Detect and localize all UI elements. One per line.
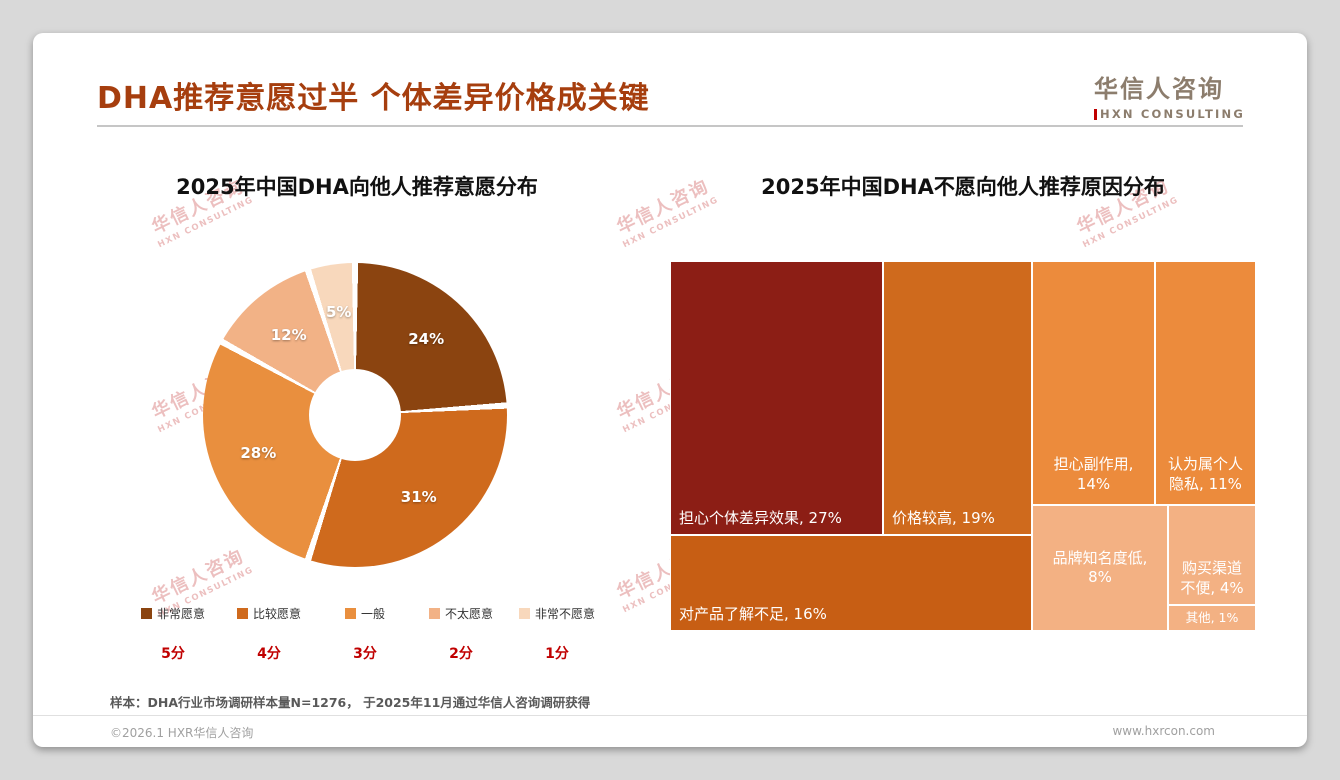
legend-swatch xyxy=(236,608,248,619)
legend-item: 非常愿意 xyxy=(125,605,221,622)
treemap-cell-individual-effect-concern: 担心个体差异效果, 27% xyxy=(670,261,883,535)
treemap-cell-low-brand-awareness: 品牌知名度低, 8% xyxy=(1032,505,1168,631)
treemap-cell-label: 其他, 1% xyxy=(1185,610,1239,626)
legend-label: 不太愿意 xyxy=(444,607,493,621)
score-label: 4分 xyxy=(257,646,281,662)
legend-swatch xyxy=(518,608,530,619)
score-row: 5分 4分 3分 2分 1分 xyxy=(125,643,605,663)
donut-chart: 24% 31% 28% 12% 5% xyxy=(203,263,507,567)
score-label: 2分 xyxy=(449,646,473,662)
footer-url: www.hxrcon.com xyxy=(1112,724,1215,738)
treemap-cell-high-price: 价格较高, 19% xyxy=(883,261,1032,535)
treemap-cell-low-product-knowledge: 对产品了解不足, 16% xyxy=(670,535,1032,631)
treemap-cell-label: 担心副作用, 14% xyxy=(1053,455,1134,493)
company-logo: 华信人咨询 HXN CONSULTING xyxy=(1094,69,1245,121)
score-label: 5分 xyxy=(161,646,185,662)
legend-label: 比较愿意 xyxy=(252,607,301,621)
slide-card: 华信人咨询 HXN CONSULTING 华信人咨询 HXN CONSULTING 华信… xyxy=(33,33,1307,747)
treemap-cell-side-effects: 担心副作用, 14% xyxy=(1032,261,1155,505)
legend-swatch xyxy=(344,608,356,619)
score-label: 3分 xyxy=(353,646,377,662)
logo-subtitle-text: HXN CONSULTING xyxy=(1100,107,1245,121)
treemap-cell-other: 其他, 1% xyxy=(1168,605,1256,631)
treemap-cell-channel-inconvenient: 购买渠道不便, 4% xyxy=(1168,505,1256,605)
footer-copyright: ©2026.1 HXR华信人咨询 xyxy=(110,726,254,740)
treemap-chart: 担心个体差异效果, 27% 价格较高, 19% 担心副作用, 14% 认为属个人… xyxy=(670,261,1256,631)
legend-label: 非常愿意 xyxy=(156,607,205,621)
donut-slice-label: 31% xyxy=(400,488,437,507)
legend-label: 非常不愿意 xyxy=(534,607,595,621)
footer-divider xyxy=(33,715,1307,716)
donut-slice-label: 12% xyxy=(270,325,307,344)
donut-slice-label: 24% xyxy=(408,330,445,349)
legend-item: 一般 xyxy=(317,605,413,622)
logo-subtitle: HXN CONSULTING xyxy=(1094,107,1245,121)
treemap-cell-privacy: 认为属个人隐私, 11% xyxy=(1155,261,1256,505)
treemap-cell-label: 认为属个人隐私, 11% xyxy=(1167,455,1243,493)
treemap-cell-label: 价格较高, 19% xyxy=(892,508,995,527)
legend-item: 非常不愿意 xyxy=(509,605,605,622)
legend-swatch xyxy=(428,608,440,619)
legend-swatch xyxy=(140,608,152,619)
treemap-cell-label: 品牌知名度低, 8% xyxy=(1052,548,1148,587)
donut-legend: 非常愿意 比较愿意 一般 不太愿意 非常不愿意 xyxy=(125,605,605,622)
logo-mark-icon xyxy=(1094,108,1097,120)
treemap-cell-label: 对产品了解不足, 16% xyxy=(679,604,827,623)
legend-item: 不太愿意 xyxy=(413,605,509,622)
header-divider xyxy=(97,125,1243,127)
score-label: 1分 xyxy=(545,646,569,662)
donut-slice-label: 5% xyxy=(325,303,352,322)
donut-slice-label: 28% xyxy=(240,444,277,463)
page-title: DHA推荐意愿过半 个体差异价格成关键 xyxy=(97,81,650,116)
donut-hole xyxy=(309,369,401,461)
legend-item: 比较愿意 xyxy=(221,605,317,622)
treemap-cell-label: 担心个体差异效果, 27% xyxy=(679,508,842,527)
sample-footnote: 样本：DHA行业市场调研样本量N=1276， 于2025年11月通过华信人咨询调… xyxy=(110,695,591,710)
footer: ©2026.1 HXR华信人咨询 www.hxrcon.com xyxy=(110,724,1215,741)
logo-name: 华信人咨询 xyxy=(1094,75,1224,103)
treemap-cell-label: 购买渠道不便, 4% xyxy=(1180,559,1244,597)
treemap-chart-title: 2025年中国DHA不愿向他人推荐原因分布 xyxy=(761,175,1165,199)
donut-chart-title: 2025年中国DHA向他人推荐意愿分布 xyxy=(176,175,538,199)
legend-label: 一般 xyxy=(360,607,385,621)
